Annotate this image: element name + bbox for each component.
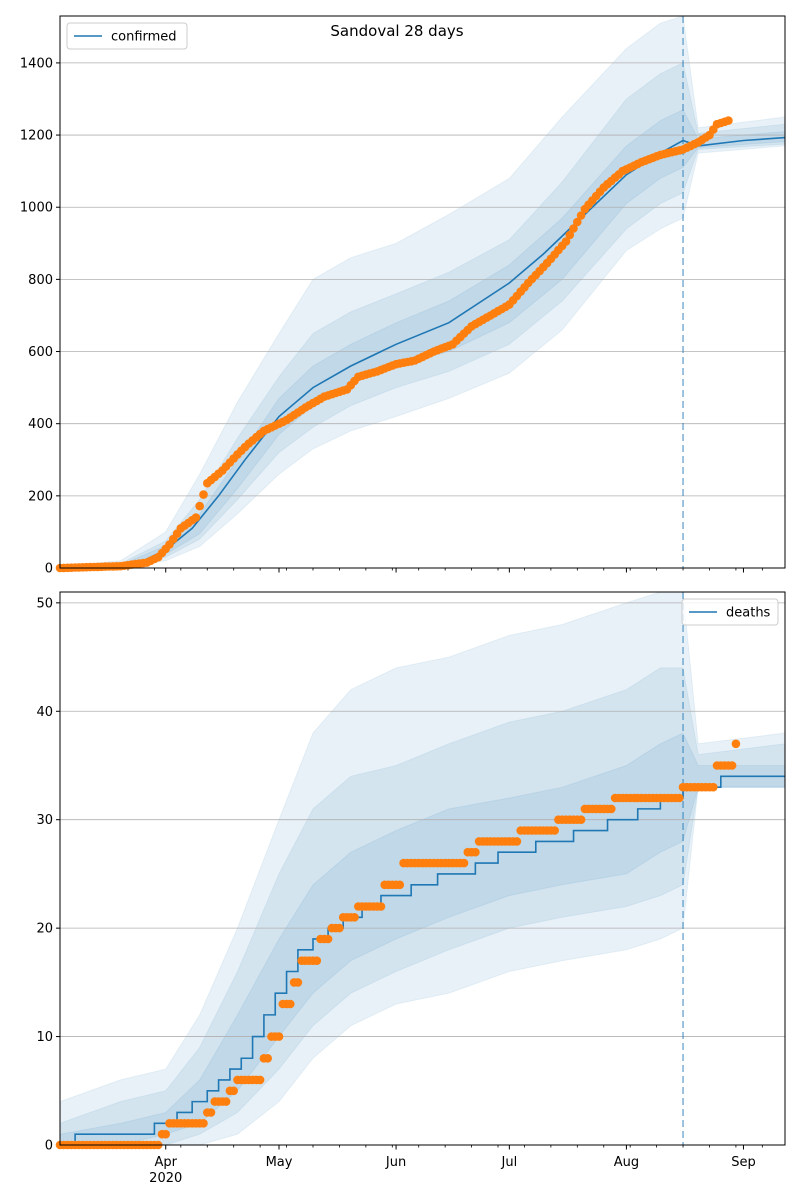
observed-point [286,999,295,1009]
x-tick-label: Aug [614,1155,639,1170]
observed-point [195,501,204,511]
confirmed-y-axis: 0 200 400 600 800 1000 1200 1400 [20,56,60,577]
observed-point [191,513,201,522]
observed-point [569,224,578,233]
observed-point [607,804,616,814]
observed-point [565,230,575,240]
observed-point [573,217,582,227]
observed-point [576,211,586,220]
observed-point [335,923,344,933]
observed-point [206,1108,216,1117]
observed-point [724,116,733,125]
confirmed-panel: 0 200 400 600 800 1000 1200 1400 confirmed [20,15,786,577]
x-tick-label: Apr [154,1155,177,1170]
y-tick-label: 200 [28,489,53,504]
legend-box [681,598,779,626]
y-tick-label: 10 [36,1030,53,1045]
observed-point [323,934,333,944]
observed-point [263,1054,273,1063]
observed-point [675,793,684,803]
deaths-y-axis: 0 10 20 30 40 50 [36,596,60,1154]
y-tick-label: 20 [36,922,53,937]
observed-point [471,847,480,857]
y-tick-label: 400 [28,417,53,432]
legend-label: deaths [726,606,771,621]
observed-point [274,1032,284,1041]
observed-point [561,237,571,246]
legend-box [66,22,188,50]
observed-point [221,1097,231,1106]
y-tick-label: 1400 [20,56,53,71]
observed-point [395,880,405,890]
y-tick-label: 30 [36,813,53,828]
y-tick-label: 1000 [20,201,53,216]
observed-point [731,739,741,749]
y-tick-label: 40 [36,705,53,720]
x-tick-label: Sep [731,1155,756,1170]
observed-point [459,858,469,868]
x-tick-label: Jul [501,1155,518,1170]
observed-point [576,815,586,824]
observed-point [199,490,208,499]
observed-point [376,902,386,911]
confirmed-observed-points [55,116,733,573]
deaths-observed-points [55,739,741,1150]
y-tick-label: 800 [28,273,53,288]
observed-point [255,1075,265,1085]
chart-title: Sandoval 28 days [330,22,463,40]
observed-point [709,782,718,792]
observed-point [229,1086,238,1096]
deaths-axes-frame [59,591,786,1146]
observed-point [550,826,559,835]
observed-point [312,956,322,965]
deaths-grid [60,602,785,1037]
x-tick-label: Jun [385,1155,406,1170]
y-tick-label: 600 [28,345,53,360]
observed-point [293,978,303,987]
deaths-legend: deaths [681,598,779,626]
y-tick-label: 0 [45,1139,53,1154]
observed-point [727,761,737,770]
observed-point [512,837,522,846]
confirmed-legend: confirmed [66,22,188,50]
observed-point [350,913,359,922]
confirmed-axes-frame [59,15,786,569]
deaths-model-line [60,775,785,1146]
x-tick-sublabel: 2020 [149,1171,182,1186]
observed-point [161,1129,170,1139]
x-tick-label: May [266,1155,293,1170]
legend-label: confirmed [111,30,177,45]
y-tick-label: 1200 [20,129,53,144]
observed-point [199,1119,208,1128]
y-tick-label: 50 [36,596,53,611]
y-tick-label: 0 [45,562,53,577]
confirmed-grid [60,62,785,497]
